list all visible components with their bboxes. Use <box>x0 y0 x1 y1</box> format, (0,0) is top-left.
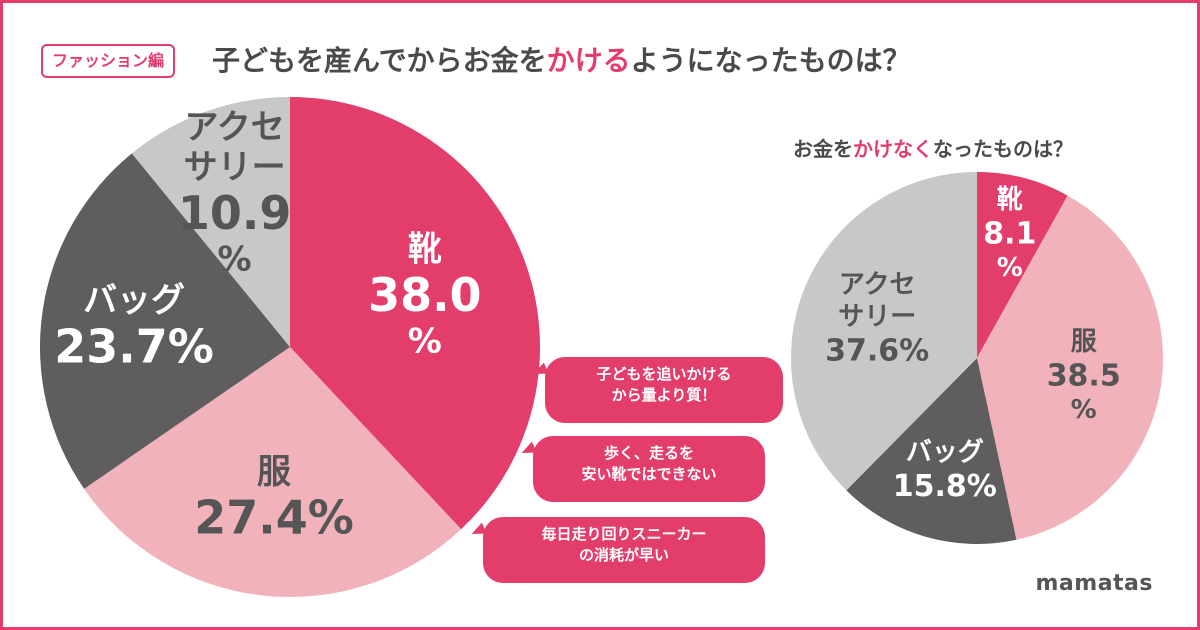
main-slice-3 <box>39 153 290 489</box>
sub-label-name: 服 <box>1071 327 1098 357</box>
comment-bubble-2: 歩く、走るを 安い靴ではできない <box>533 436 765 502</box>
sub-slice-2 <box>977 195 1163 540</box>
sub-slice-label-1: 靴8.1% <box>983 185 1036 283</box>
pie-charts: 靴38.0%服27.4%バッグ23.7%アクセサリー10.9%靴8.1%服38.… <box>39 97 1163 597</box>
main-slice-label-1: 靴38.0% <box>368 230 482 362</box>
sub-label-name: 靴 <box>997 185 1023 215</box>
title-part-1: 子どもを産んでから <box>212 44 463 77</box>
sub-label-name-line-1: アクセ <box>839 270 916 300</box>
comment-bubble-3: 毎日走り回りスニーカー の消耗が早い <box>483 517 765 583</box>
bubble-1-line-1: 子どもを追いかける <box>596 365 732 383</box>
subtitle-highlight: かけなく <box>853 137 933 161</box>
sub-label-value: 8.1 <box>983 216 1036 251</box>
main-slice-label-2: 服27.4% <box>194 452 354 545</box>
main-slice-1 <box>290 97 540 530</box>
main-label-unit: % <box>218 239 252 279</box>
sub-label-value: 38.5 <box>1047 358 1121 393</box>
title-highlight: かける <box>546 44 631 77</box>
main-label-value: 23.7% <box>54 319 214 373</box>
bubble-1-line-2: から量より質！ <box>611 386 717 404</box>
sub-label-value: 15.8% <box>893 469 997 504</box>
sub-slice-3 <box>846 358 1017 544</box>
sub-slice-1 <box>977 172 1068 358</box>
sub-label-value: 37.6% <box>825 333 929 368</box>
bubble-3-line-1: 毎日走り回りスニーカー <box>541 525 707 543</box>
main-slice-2 <box>84 347 462 597</box>
main-label-name: 靴 <box>408 230 442 270</box>
bubble-3-line-2: の消耗が早い <box>578 546 669 564</box>
category-tag: ファッション編 <box>41 44 176 78</box>
main-label-unit: % <box>408 322 442 362</box>
subtitle-part-2: なったものは？ <box>933 137 1073 161</box>
main-label-value: 10.9 <box>178 186 292 240</box>
bubble-2-line-1: 歩く、走るを <box>603 444 694 462</box>
main-title: 子どもを産んでからお金をかけるようになったものは？ <box>212 39 911 83</box>
main-label-name: 服 <box>257 452 291 492</box>
sub-slice-label-2: 服38.5% <box>1047 327 1121 425</box>
bubble-2-line-2: 安い靴ではできない <box>581 465 717 483</box>
main-label-name: バッグ <box>83 281 185 321</box>
subtitle-part-1: お金を <box>793 137 853 161</box>
sub-slice-4 <box>790 172 977 491</box>
sub-label-unit: % <box>1071 395 1097 425</box>
main-label-name-line-2: サリー <box>184 147 286 187</box>
main-label-value: 38.0 <box>368 268 482 322</box>
comment-bubble-1: 子どもを追いかける から量より質！ <box>545 357 783 423</box>
main-label-value: 27.4% <box>194 491 354 545</box>
sub-label-name-line-2: サリー <box>838 302 916 332</box>
main-label-name-line-1: アクセ <box>184 107 284 147</box>
title-part-3: ようになったものは？ <box>630 44 911 77</box>
sub-label-name: バッグ <box>906 438 984 468</box>
sub-label-unit: % <box>997 253 1023 283</box>
secondary-title: お金をかけなくなったものは？ <box>793 135 1073 163</box>
brand-logo: mamatas <box>1035 571 1153 596</box>
main-slice-4 <box>131 97 290 347</box>
title-part-2: お金を <box>462 44 547 77</box>
